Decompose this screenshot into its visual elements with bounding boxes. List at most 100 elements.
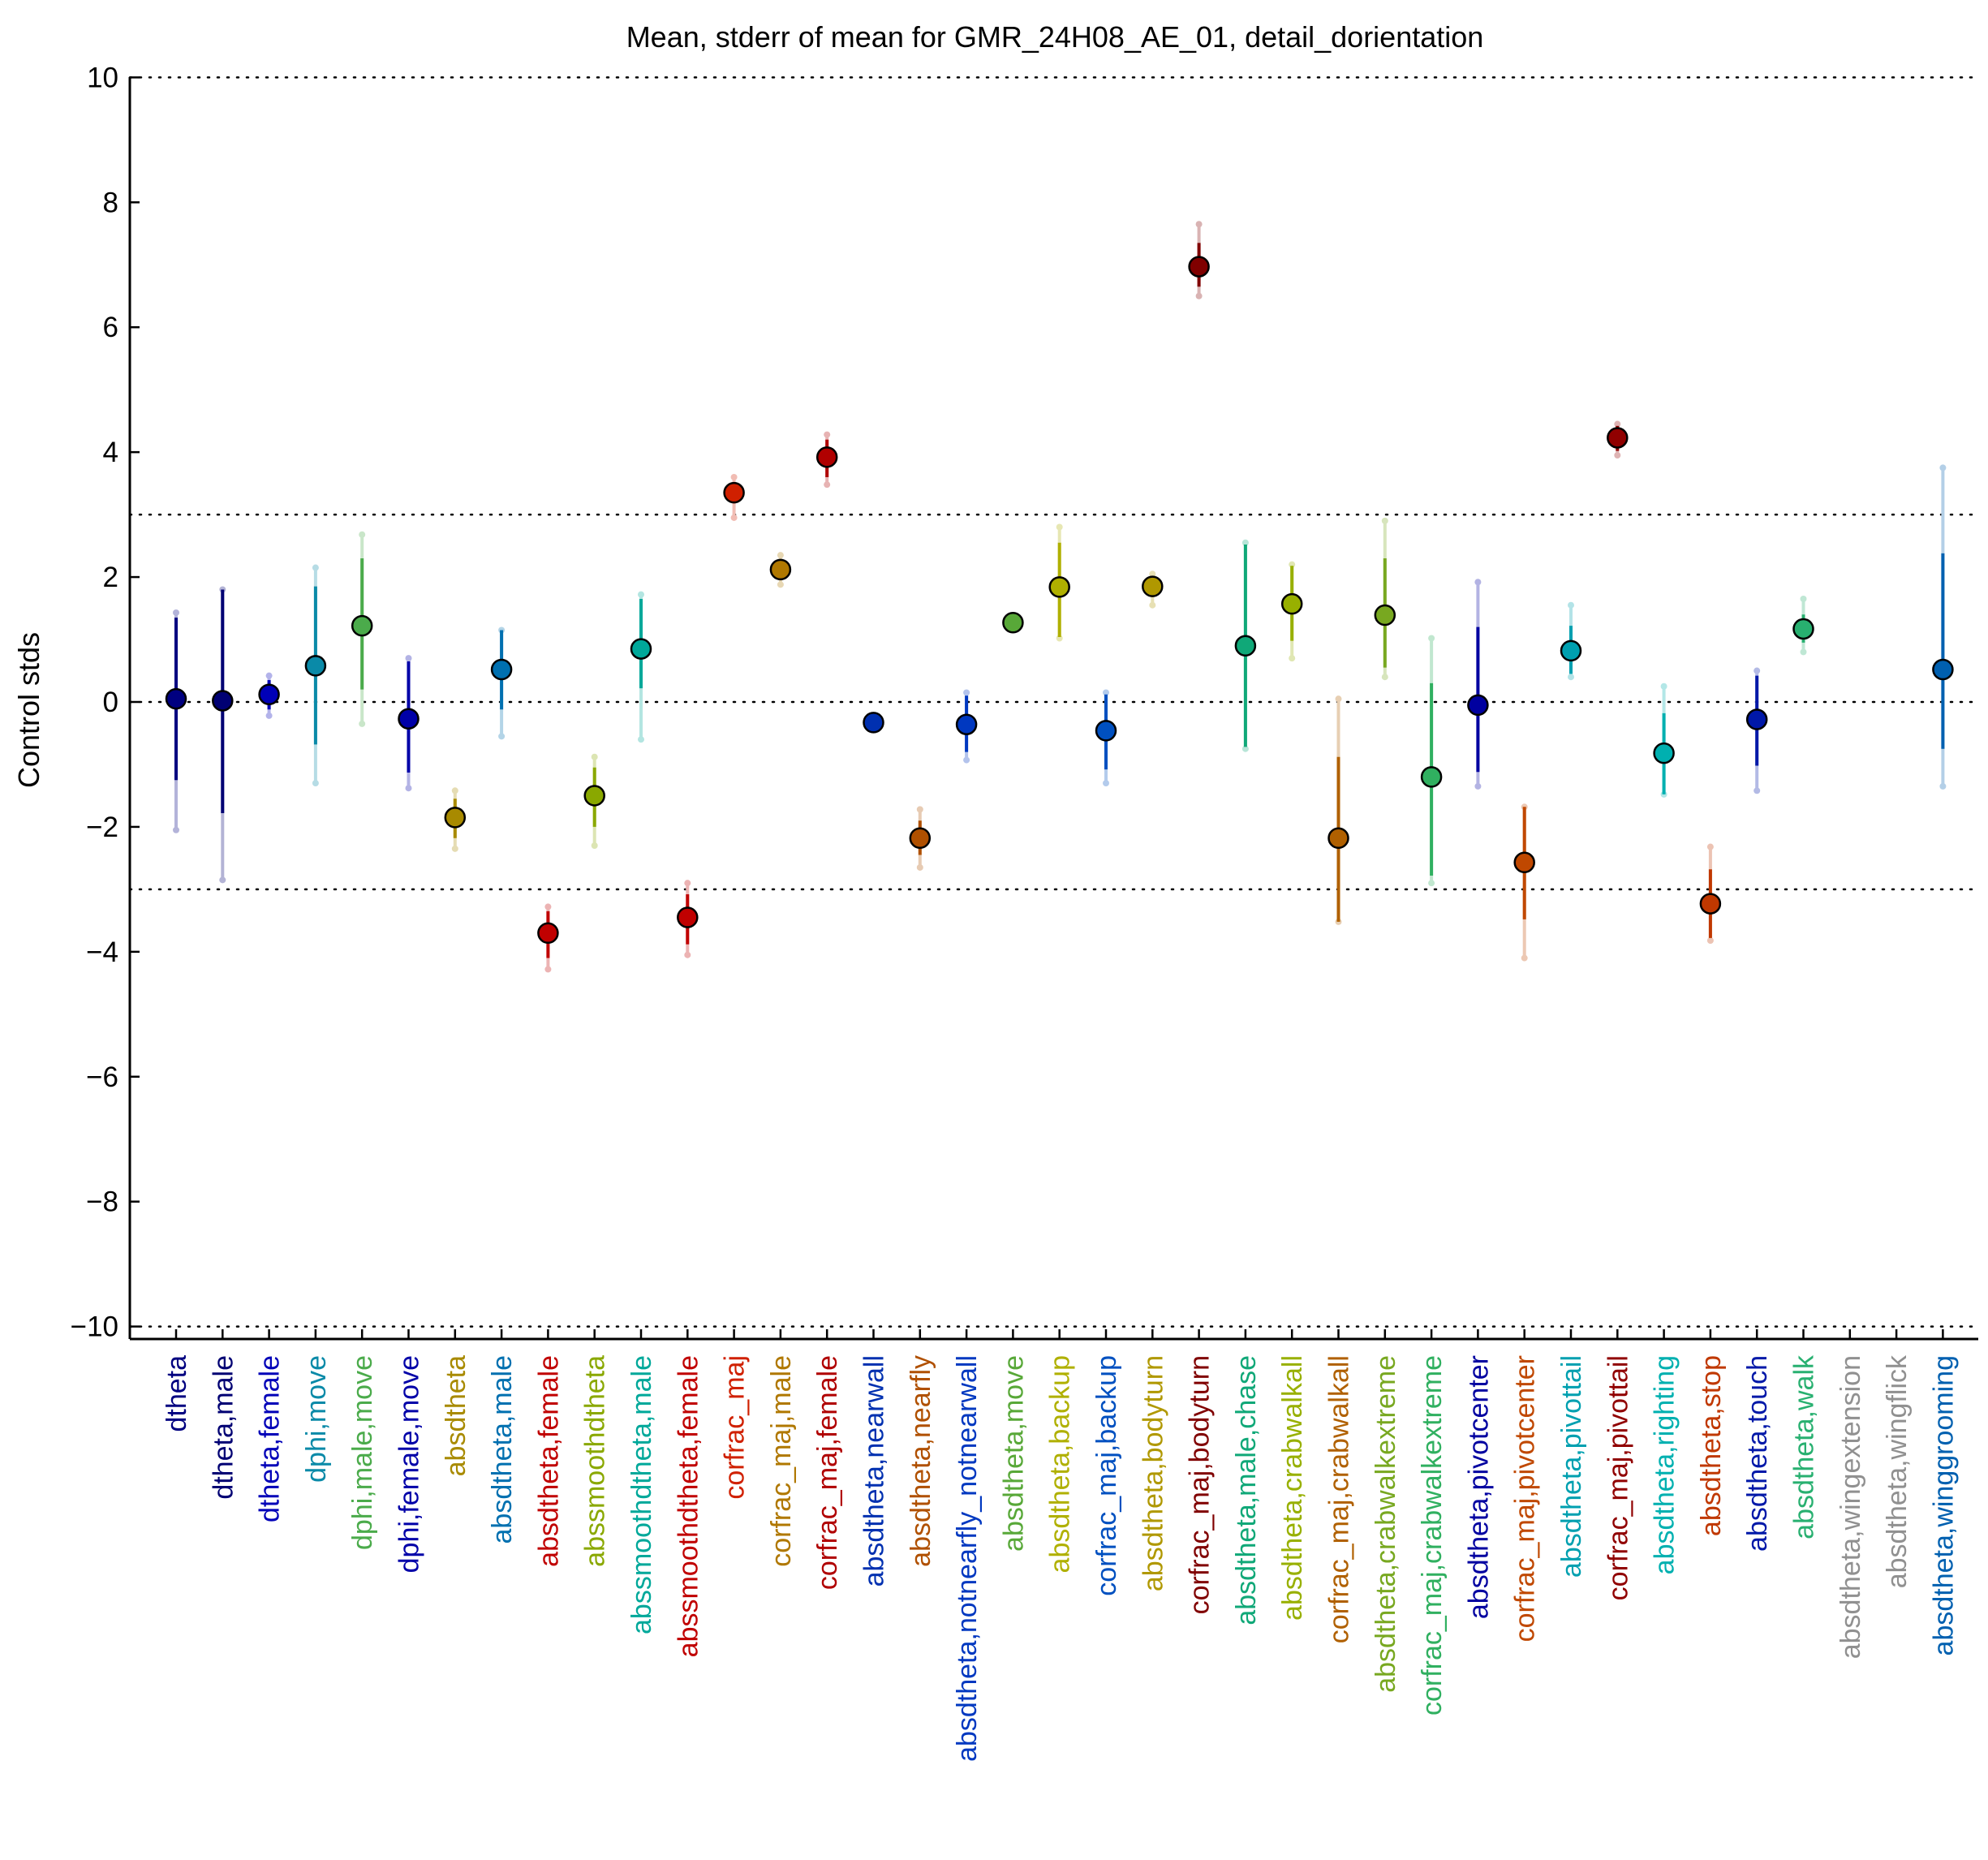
x-tick-label: absdtheta,touch <box>1742 1355 1773 1552</box>
x-tick-label: absdtheta,female <box>533 1355 564 1567</box>
range-min-point <box>1241 745 1249 752</box>
data-point-group <box>1932 464 1954 790</box>
y-tick-label: 4 <box>103 437 118 468</box>
mean-point <box>630 638 652 660</box>
range-min-point <box>451 845 458 852</box>
mean-point <box>723 481 745 504</box>
data-point-group <box>444 787 467 852</box>
range-max-point <box>265 672 273 679</box>
y-tick-label: −4 <box>86 936 118 968</box>
data-point-group <box>258 672 280 719</box>
x-tick-label: abssmoothdtheta,female <box>673 1355 704 1657</box>
range-min-point <box>1149 601 1156 609</box>
mean-point <box>769 558 792 581</box>
mean-point <box>1420 766 1443 788</box>
x-tick-label: abssmoothdtheta,male <box>626 1355 657 1634</box>
data-point-group <box>1095 689 1117 787</box>
data-point-group <box>723 473 745 521</box>
x-tick-label: dphi,female,move <box>394 1355 425 1573</box>
range-min-point <box>498 733 506 740</box>
data-point-group <box>1560 601 1582 681</box>
data-point-group <box>398 655 420 792</box>
mean-point <box>304 655 327 677</box>
data-point-group <box>815 431 838 489</box>
x-tick-label: absdtheta,winggrooming <box>1928 1355 1959 1655</box>
range-max-point <box>1103 689 1109 696</box>
y-tick-label: −10 <box>71 1311 118 1343</box>
x-tick-label: absdtheta,backup <box>1045 1355 1076 1573</box>
data-point-group <box>909 806 932 871</box>
data-point-group <box>1420 635 1443 887</box>
mean-point <box>1467 694 1489 717</box>
x-tick-label: absdtheta,male <box>487 1355 518 1544</box>
data-point-group <box>1234 539 1257 752</box>
range-min-point <box>1939 782 1947 790</box>
mean-point <box>537 922 559 945</box>
x-tick-label: absdtheta,pivotcenter <box>1463 1355 1494 1619</box>
data-point-group <box>1792 596 1814 656</box>
x-tick-label: absdtheta,male,chase <box>1231 1355 1262 1625</box>
x-tick-label: corfrac_maj,backup <box>1091 1355 1122 1596</box>
mean-point <box>955 713 978 735</box>
range-max-point <box>173 609 179 616</box>
mean-point <box>1513 851 1535 874</box>
data-point-group <box>955 689 978 764</box>
y-axis-label: Control stds <box>12 632 45 788</box>
x-tick-label: absdtheta,walk <box>1789 1354 1820 1539</box>
mean-point <box>351 614 373 637</box>
range-min-point <box>1428 880 1435 887</box>
x-tick-label: dtheta <box>161 1355 192 1432</box>
range-max-point <box>312 564 319 571</box>
data-point-group <box>1327 695 1349 925</box>
range-min-point <box>219 876 226 884</box>
reference-lines <box>128 76 1980 1328</box>
range-max-point <box>1660 682 1667 690</box>
data-point-group <box>1280 561 1303 662</box>
range-min-point <box>173 826 179 833</box>
range-min-point <box>1474 782 1482 790</box>
range-max-point <box>1428 635 1435 642</box>
chart-title: Mean, stderr of mean for GMR_24H08_AE_01… <box>626 20 1484 54</box>
range-max-point <box>405 655 412 662</box>
mean-point <box>1745 708 1768 730</box>
mean-point <box>1142 575 1164 597</box>
x-tick-label: absdtheta,nearfly <box>906 1355 936 1567</box>
range-min-point <box>359 720 366 727</box>
range-max-point <box>1195 221 1203 228</box>
x-tick-label: absdtheta,righting <box>1650 1355 1680 1574</box>
mean-point <box>1607 427 1629 449</box>
range-max-point <box>777 552 784 559</box>
x-tick-label: absdtheta,wingextension <box>1835 1355 1866 1659</box>
data-point-group <box>583 753 605 850</box>
data-point-group <box>769 552 792 588</box>
range-min-point <box>544 966 552 973</box>
range-min-point <box>1753 787 1761 794</box>
y-tick-label: −6 <box>86 1061 118 1093</box>
range-max-point <box>730 473 738 480</box>
x-tick-label: corfrac_maj <box>720 1355 751 1500</box>
data-point-group <box>1467 579 1489 790</box>
range-max-point <box>1706 843 1714 850</box>
range-max-point <box>963 689 970 696</box>
range-max-point <box>591 753 598 760</box>
x-tick-label: dtheta,female <box>255 1355 286 1522</box>
data-point-group <box>630 591 652 743</box>
data-point-group <box>1513 803 1535 962</box>
range-min-point <box>1800 648 1807 656</box>
x-tick-label: corfrac_maj,crabwalkall <box>1324 1355 1355 1643</box>
mean-point <box>583 785 605 807</box>
range-min-point <box>1381 674 1388 681</box>
x-tick-label: dphi,male,move <box>347 1355 378 1550</box>
range-max-point <box>916 806 923 813</box>
x-tick-label: absdtheta,crabwalkall <box>1277 1355 1308 1621</box>
x-tick-label: absdtheta,wingflick <box>1882 1354 1913 1588</box>
data-point-group <box>1048 523 1070 642</box>
mean-point <box>1048 576 1070 598</box>
range-min-point <box>1289 655 1296 662</box>
x-tick-label: abssmoothdtheta <box>580 1355 611 1567</box>
data-point-group <box>351 531 373 727</box>
x-tick-label: absdtheta,move <box>998 1355 1029 1552</box>
x-tick-label: absdtheta,stop <box>1696 1355 1727 1536</box>
data-point-group <box>677 880 699 958</box>
